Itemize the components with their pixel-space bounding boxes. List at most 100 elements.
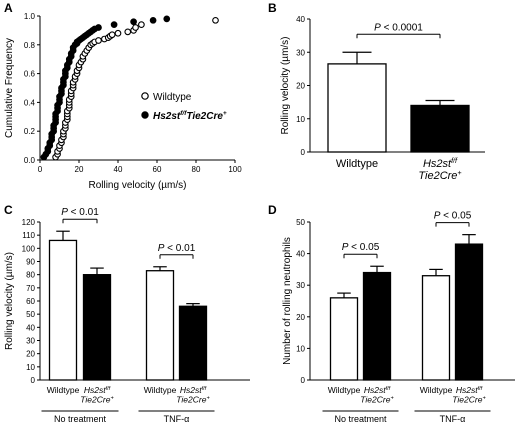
data-point-wildtype xyxy=(212,16,219,24)
legend-label-wildtype: Wildtype xyxy=(153,92,192,103)
y-tick-label: 10 xyxy=(26,363,35,372)
category-label-line1: Wildtype xyxy=(144,385,177,395)
category-label-line1: Wildtype xyxy=(420,385,453,395)
y-tick-label: 120 xyxy=(22,218,36,227)
category-label-line2: Tie2Cre+ xyxy=(80,395,114,405)
y-tick-label: 100 xyxy=(22,244,36,253)
group-label: No treatment xyxy=(334,414,387,424)
y-tick-label: 10 xyxy=(296,115,305,124)
category-label: Hs2stf/fTie2Cre+ xyxy=(418,157,461,182)
p-value-label: P < 0.05 xyxy=(342,242,380,253)
y-tick-label: 110 xyxy=(22,231,35,240)
p-value-label: P < 0.01 xyxy=(61,207,99,218)
group-label: TNF-α xyxy=(164,414,190,424)
category-label-line1: Hs2stf/f xyxy=(364,385,392,395)
y-tick-label: 0.8 xyxy=(24,41,36,50)
category-label: Hs2stf/fTie2Cre+ xyxy=(80,385,114,405)
category-label-line1: Hs2stf/f xyxy=(456,385,484,395)
y-tick-label: 20 xyxy=(296,82,305,91)
data-point-wildtype xyxy=(108,31,116,39)
category-label: Wildtype xyxy=(47,385,80,395)
y-tick-label: 0.2 xyxy=(24,127,36,136)
y-tick-label: 0.6 xyxy=(24,70,36,79)
category-label: Hs2stf/fTie2Cre+ xyxy=(452,385,486,405)
cumulative-frequency-chart: A 0 20 40 60 80 100 0.0 0.2 0.4 0.6 0.8 1.0 Rolling … xyxy=(4,1,242,191)
category-label-line2: Tie2Cre+ xyxy=(418,169,461,182)
x-tick-label: 40 xyxy=(114,165,123,174)
y-tick-label: 0.4 xyxy=(24,98,36,107)
category-label: Wildtype xyxy=(336,158,378,170)
panel-letter-c: C xyxy=(4,203,13,217)
legend-label-hs2st: Hs2stf/fTie2Cre+ xyxy=(153,110,227,122)
category-label-line1: Wildtype xyxy=(336,158,378,170)
category-label-line1: Hs2stf/f xyxy=(84,385,112,395)
x-tick-label: 20 xyxy=(75,165,84,174)
data-point-hs2st xyxy=(163,15,171,23)
rolling-velocity-bar-chart: B 0 10 20 30 40 Rolling velocity (µm/s) Wildty… xyxy=(268,1,485,182)
category-label-line1: Hs2stf/f xyxy=(423,157,458,170)
data-point-hs2st xyxy=(130,18,137,26)
panel-b: B 0 10 20 30 40 Rolling velocity (µm/s) Wildty… xyxy=(260,0,520,195)
category-label-line2: Tie2Cre+ xyxy=(452,395,486,405)
y-tick-label: 30 xyxy=(26,337,35,346)
bar xyxy=(178,305,208,381)
x-tick-label: 100 xyxy=(228,165,242,174)
group-label: TNF-α xyxy=(440,414,466,424)
category-label-line1: Wildtype xyxy=(328,385,361,395)
category-label-line1: Hs2stf/f xyxy=(180,385,208,395)
y-tick-label: 20 xyxy=(26,350,35,359)
x-tick-label: 0 xyxy=(38,165,43,174)
bar xyxy=(48,239,78,381)
category-label: Wildtype xyxy=(420,385,453,395)
category-label: Wildtype xyxy=(328,385,361,395)
bar xyxy=(362,271,392,381)
category-label: Wildtype xyxy=(144,385,177,395)
y-tick-label: 0 xyxy=(31,376,36,385)
category-label-line1: Wildtype xyxy=(47,385,80,395)
y-tick-label: 10 xyxy=(296,344,305,353)
y-tick-label: 40 xyxy=(296,15,305,24)
panel-c: C 0 10 20 30 40 50 60 70 80 90 100 110 120 Rolling ve… xyxy=(0,200,260,441)
y-tick-label: 30 xyxy=(296,48,305,57)
bar xyxy=(82,274,112,381)
data-point-wildtype xyxy=(124,28,132,36)
panel-letter-b: B xyxy=(268,1,277,15)
legend-marker-wildtype xyxy=(141,92,149,100)
x-tick-label: 80 xyxy=(192,165,201,174)
bar xyxy=(410,104,470,153)
y-tick-label: 60 xyxy=(26,297,35,306)
p-value-label: P < 0.05 xyxy=(434,211,472,222)
panel-letter-a: A xyxy=(4,1,13,15)
y-axis-label: Cumulative Frequency xyxy=(4,38,15,138)
panel-letter-d: D xyxy=(268,203,277,217)
data-point-wildtype xyxy=(114,29,122,37)
category-label-line2: Tie2Cre+ xyxy=(176,395,210,405)
panel-a: A 0 20 40 60 80 100 0.0 0.2 0.4 0.6 0.8 1.0 Rolling … xyxy=(0,0,260,195)
category-label: Hs2stf/fTie2Cre+ xyxy=(176,385,210,405)
y-axis-label: Rolling velocity (µm/s) xyxy=(280,36,291,134)
data-point-hs2st xyxy=(95,24,102,31)
y-axis-label: Rolling velocity (µm/s) xyxy=(4,252,15,350)
bar xyxy=(421,275,451,381)
bar xyxy=(327,63,387,153)
panel-d: D 0 10 20 30 40 50 Number of rolling neutrophi… xyxy=(260,200,520,441)
y-axis-label: Number of rolling neutrophils xyxy=(282,237,293,365)
data-point-hs2st xyxy=(110,21,118,28)
y-tick-label: 0.0 xyxy=(24,156,36,165)
y-tick-label: 30 xyxy=(296,281,305,290)
rolling-neutrophils-chart: D 0 10 20 30 40 50 Number of rolling neutrophi… xyxy=(268,203,515,424)
data-point-wildtype xyxy=(132,24,139,31)
p-value-label: P < 0.0001 xyxy=(374,22,423,33)
bar xyxy=(454,243,484,381)
y-tick-label: 0 xyxy=(301,148,306,157)
y-tick-label: 80 xyxy=(26,271,35,280)
y-tick-label: 1.0 xyxy=(24,12,36,21)
y-tick-label: 70 xyxy=(26,284,35,293)
data-point-hs2st xyxy=(149,16,157,24)
y-tick-label: 50 xyxy=(296,218,305,227)
y-tick-label: 20 xyxy=(296,313,305,322)
y-tick-label: 50 xyxy=(26,310,35,319)
y-tick-label: 40 xyxy=(26,323,35,332)
bar xyxy=(329,297,359,381)
data-point-wildtype xyxy=(138,21,145,28)
